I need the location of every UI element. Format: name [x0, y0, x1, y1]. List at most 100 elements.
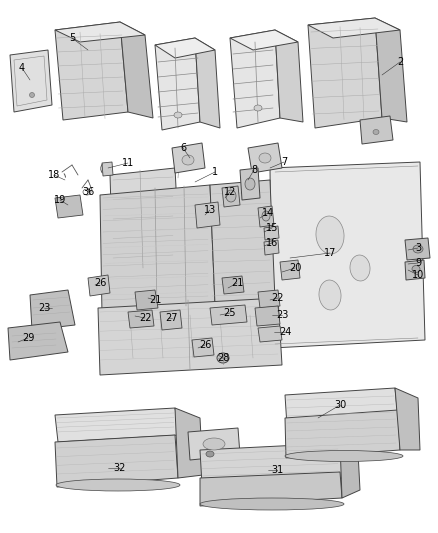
Polygon shape: [10, 50, 52, 112]
Ellipse shape: [316, 216, 344, 254]
Polygon shape: [188, 428, 240, 460]
Ellipse shape: [206, 451, 214, 457]
Polygon shape: [375, 18, 407, 122]
Text: 29: 29: [22, 333, 34, 343]
Polygon shape: [120, 22, 153, 118]
Text: 18: 18: [48, 170, 60, 180]
Polygon shape: [200, 443, 343, 485]
Polygon shape: [98, 298, 282, 375]
Text: 23: 23: [38, 303, 50, 313]
Ellipse shape: [217, 353, 229, 363]
Polygon shape: [264, 226, 279, 240]
Text: 11: 11: [122, 158, 134, 168]
Ellipse shape: [56, 479, 180, 491]
Polygon shape: [275, 30, 303, 122]
Text: 16: 16: [266, 238, 278, 248]
Text: 1: 1: [212, 167, 218, 177]
Text: 32: 32: [114, 463, 126, 473]
Polygon shape: [102, 162, 113, 176]
Polygon shape: [264, 240, 279, 255]
Text: 26: 26: [94, 278, 106, 288]
Polygon shape: [230, 30, 280, 128]
Polygon shape: [405, 260, 425, 280]
Polygon shape: [8, 322, 68, 360]
Text: 14: 14: [262, 208, 274, 218]
Polygon shape: [135, 290, 158, 310]
Text: 5: 5: [69, 33, 75, 43]
Polygon shape: [258, 290, 280, 308]
Ellipse shape: [174, 112, 182, 118]
Ellipse shape: [262, 211, 270, 221]
Ellipse shape: [413, 245, 423, 253]
Polygon shape: [175, 408, 203, 478]
Polygon shape: [222, 276, 244, 294]
Text: 8: 8: [251, 165, 257, 175]
Polygon shape: [395, 388, 420, 450]
Polygon shape: [55, 22, 145, 42]
Polygon shape: [280, 260, 300, 280]
Text: 6: 6: [180, 143, 186, 153]
Polygon shape: [222, 186, 240, 207]
Polygon shape: [110, 168, 180, 272]
Polygon shape: [230, 30, 298, 50]
Ellipse shape: [182, 155, 194, 165]
Ellipse shape: [285, 450, 403, 462]
Polygon shape: [55, 435, 178, 487]
Polygon shape: [210, 305, 247, 325]
Text: 4: 4: [19, 63, 25, 73]
Text: 10: 10: [412, 270, 424, 280]
Polygon shape: [360, 116, 393, 144]
Polygon shape: [195, 38, 220, 128]
Text: 21: 21: [231, 278, 243, 288]
Text: 25: 25: [224, 308, 236, 318]
Text: 21: 21: [149, 295, 161, 305]
Polygon shape: [285, 410, 400, 458]
Text: 27: 27: [166, 313, 178, 323]
Text: 9: 9: [415, 258, 421, 268]
Text: 20: 20: [289, 263, 301, 273]
Polygon shape: [210, 180, 275, 305]
Polygon shape: [55, 22, 128, 120]
Polygon shape: [308, 18, 400, 38]
Polygon shape: [308, 18, 382, 128]
Text: 23: 23: [276, 310, 288, 320]
Ellipse shape: [412, 265, 420, 272]
Polygon shape: [258, 326, 282, 342]
Polygon shape: [55, 408, 180, 442]
Polygon shape: [30, 290, 75, 330]
Ellipse shape: [203, 438, 225, 450]
Text: 28: 28: [217, 353, 229, 363]
Text: 13: 13: [204, 205, 216, 215]
Polygon shape: [340, 443, 360, 498]
Ellipse shape: [373, 130, 379, 134]
Polygon shape: [255, 306, 280, 326]
Text: 24: 24: [279, 327, 291, 337]
Polygon shape: [240, 168, 260, 200]
Text: 30: 30: [334, 400, 346, 410]
Polygon shape: [405, 238, 430, 260]
Text: 12: 12: [224, 187, 236, 197]
Polygon shape: [155, 38, 200, 130]
Polygon shape: [88, 275, 110, 296]
Text: 19: 19: [54, 195, 66, 205]
Polygon shape: [248, 143, 282, 173]
Text: 3: 3: [415, 243, 421, 253]
Ellipse shape: [259, 153, 271, 163]
Text: 26: 26: [199, 340, 211, 350]
Polygon shape: [270, 162, 425, 348]
Polygon shape: [195, 202, 220, 228]
Ellipse shape: [245, 178, 255, 190]
Ellipse shape: [200, 498, 344, 510]
Text: 2: 2: [397, 57, 403, 67]
Ellipse shape: [226, 190, 236, 202]
Ellipse shape: [254, 105, 262, 111]
Polygon shape: [200, 472, 342, 506]
Text: 22: 22: [139, 313, 151, 323]
Ellipse shape: [29, 93, 35, 98]
Text: 36: 36: [82, 187, 94, 197]
Polygon shape: [258, 206, 274, 227]
Text: 15: 15: [266, 223, 278, 233]
Polygon shape: [155, 38, 215, 58]
Text: 17: 17: [324, 248, 336, 258]
Text: 31: 31: [271, 465, 283, 475]
